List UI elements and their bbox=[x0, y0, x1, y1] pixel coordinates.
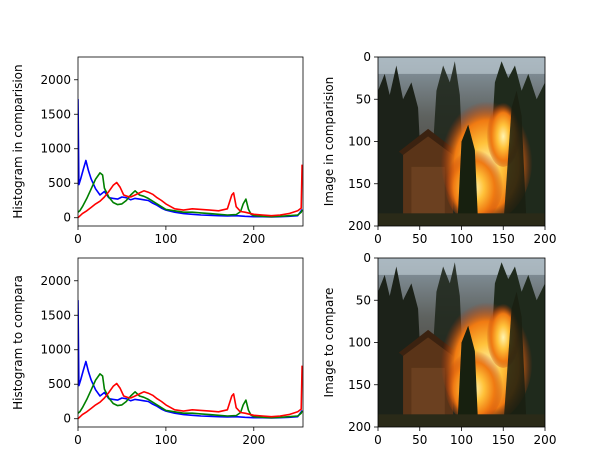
y-tick-label: 2000 bbox=[40, 274, 71, 288]
y-tick-label: 0 bbox=[63, 211, 71, 225]
y-tick-label: 1500 bbox=[40, 107, 71, 121]
y-tick-label: 150 bbox=[348, 378, 371, 392]
series-line-green bbox=[78, 172, 303, 218]
y-tick-label: 1000 bbox=[40, 343, 71, 357]
x-tick-label: 150 bbox=[492, 433, 515, 447]
x-tick-label: 50 bbox=[412, 433, 427, 447]
x-tick-label: 0 bbox=[374, 433, 382, 447]
y-tick-label: 50 bbox=[356, 92, 371, 106]
x-tick-label: 200 bbox=[242, 433, 265, 447]
axes-frame bbox=[77, 257, 304, 428]
y-tick-label: 500 bbox=[48, 377, 71, 391]
x-tick-label: 200 bbox=[534, 433, 557, 447]
x-tick-label: 0 bbox=[74, 232, 82, 246]
x-tick-label: 200 bbox=[534, 232, 557, 246]
y-axis-label: Histogram in comparision bbox=[11, 64, 25, 218]
y-tick-label: 0 bbox=[363, 251, 371, 265]
x-tick-label: 150 bbox=[492, 232, 515, 246]
y-tick-label: 100 bbox=[348, 135, 371, 149]
x-tick-label: 50 bbox=[412, 232, 427, 246]
series-line-green bbox=[78, 373, 303, 419]
y-tick-label: 1500 bbox=[40, 308, 71, 322]
x-tick-label: 0 bbox=[374, 232, 382, 246]
x-tick-label: 100 bbox=[450, 433, 473, 447]
x-tick-label: 100 bbox=[154, 433, 177, 447]
x-tick-label: 0 bbox=[74, 433, 82, 447]
y-tick-label: 2000 bbox=[40, 73, 71, 87]
fire-image bbox=[378, 258, 545, 427]
y-tick-label: 0 bbox=[63, 412, 71, 426]
y-tick-label: 150 bbox=[348, 177, 371, 191]
y-tick-label: 200 bbox=[348, 420, 371, 434]
y-tick-label: 500 bbox=[48, 176, 71, 190]
y-axis-label: Image in comparision bbox=[322, 77, 336, 207]
x-tick-label: 100 bbox=[154, 232, 177, 246]
fire-image bbox=[378, 57, 545, 226]
y-axis-label: Image to compare bbox=[322, 288, 336, 398]
series-line-red bbox=[78, 164, 303, 219]
axes-frame bbox=[77, 56, 304, 227]
x-tick-label: 100 bbox=[450, 232, 473, 246]
series-line-red bbox=[78, 365, 303, 420]
x-tick-label: 200 bbox=[242, 232, 265, 246]
y-tick-label: 200 bbox=[348, 219, 371, 233]
y-tick-label: 100 bbox=[348, 336, 371, 350]
y-tick-label: 50 bbox=[356, 293, 371, 307]
y-tick-label: 1000 bbox=[40, 142, 71, 156]
y-tick-label: 0 bbox=[363, 50, 371, 64]
y-axis-label: Histogram to compara bbox=[11, 275, 25, 410]
